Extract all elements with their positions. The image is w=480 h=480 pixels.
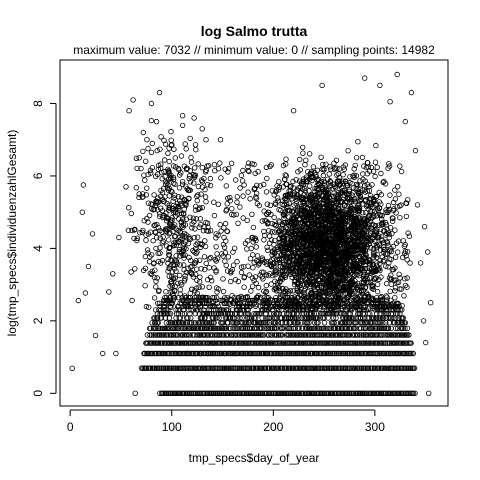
chart-subtitle: maximum value: 7032 // minimum value: 0 …	[73, 43, 435, 57]
chart-title: log Salmo trutta	[201, 23, 308, 39]
